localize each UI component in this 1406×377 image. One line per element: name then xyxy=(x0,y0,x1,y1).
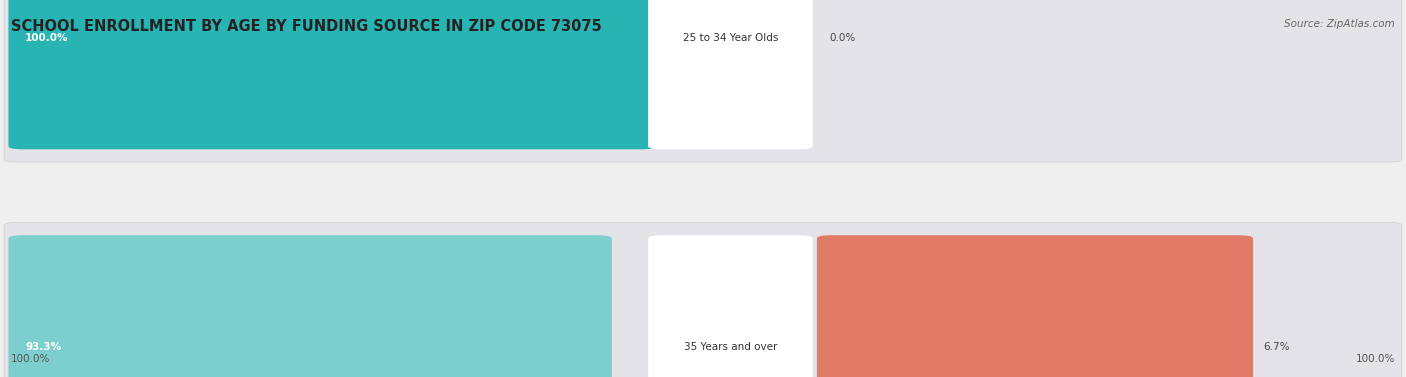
Text: 100.0%: 100.0% xyxy=(25,33,69,43)
Text: SCHOOL ENROLLMENT BY AGE BY FUNDING SOURCE IN ZIP CODE 73075: SCHOOL ENROLLMENT BY AGE BY FUNDING SOUR… xyxy=(11,19,602,34)
Text: 0.0%: 0.0% xyxy=(830,33,856,43)
FancyBboxPatch shape xyxy=(8,0,655,149)
Text: 6.7%: 6.7% xyxy=(1263,342,1289,352)
FancyBboxPatch shape xyxy=(8,235,612,377)
Text: 35 Years and over: 35 Years and over xyxy=(683,342,778,352)
FancyBboxPatch shape xyxy=(648,0,813,149)
Text: Source: ZipAtlas.com: Source: ZipAtlas.com xyxy=(1284,19,1395,29)
FancyBboxPatch shape xyxy=(4,0,1402,162)
FancyBboxPatch shape xyxy=(648,235,813,377)
Text: 25 to 34 Year Olds: 25 to 34 Year Olds xyxy=(683,33,778,43)
FancyBboxPatch shape xyxy=(4,222,1402,377)
FancyBboxPatch shape xyxy=(817,235,1253,377)
Text: 100.0%: 100.0% xyxy=(1355,354,1395,365)
Text: 93.3%: 93.3% xyxy=(25,342,62,352)
Text: 100.0%: 100.0% xyxy=(11,354,51,365)
